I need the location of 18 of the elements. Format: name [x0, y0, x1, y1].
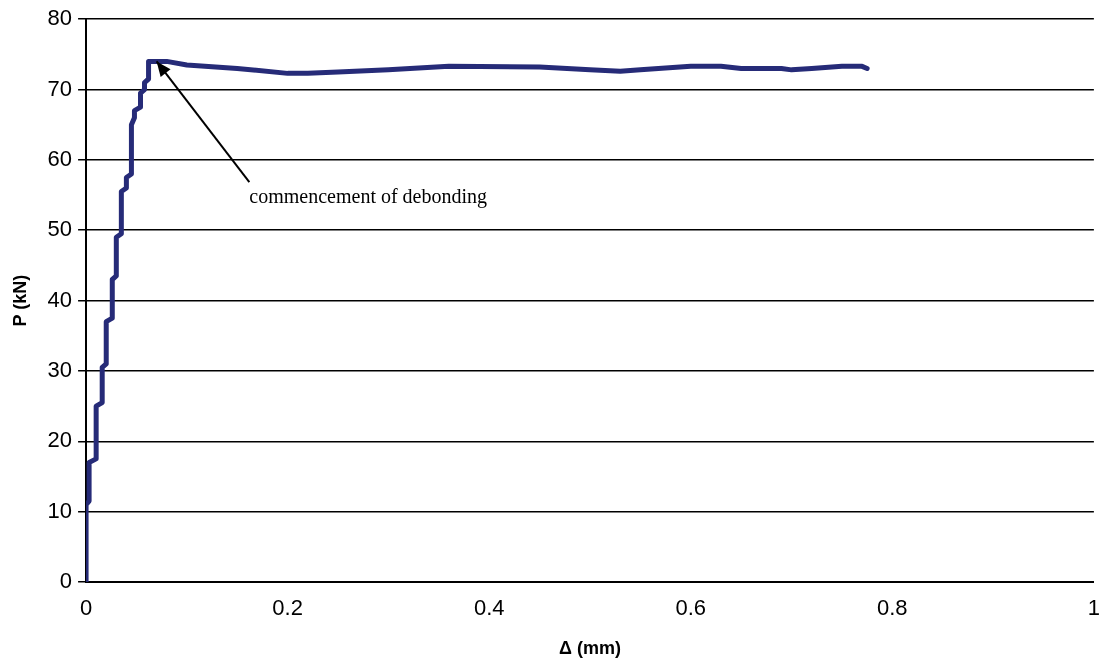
y-tick-label: 10	[47, 497, 73, 523]
x-tick-label: 0.6	[675, 595, 707, 621]
y-tick-label: 80	[47, 5, 73, 31]
x-tick-label: 0.4	[473, 595, 505, 621]
x-tick-label: 0.8	[877, 595, 908, 621]
y-tick-label: 20	[47, 427, 73, 453]
y-tick-label: 60	[47, 145, 73, 171]
x-tick-label: 0	[79, 595, 93, 621]
y-tick-label: 70	[47, 75, 73, 101]
x-axis-title: Δ (mm)	[559, 638, 621, 659]
y-tick-label: 40	[47, 286, 73, 312]
y-tick-label: 50	[47, 216, 73, 242]
y-tick-label: 0	[59, 568, 73, 594]
y-axis-title: P (kN)	[9, 274, 30, 327]
annotation: commencement of debonding	[249, 185, 488, 209]
x-tick-label: 0.2	[272, 595, 303, 621]
y-tick-label: 30	[47, 357, 73, 383]
x-tick-label: 1	[1087, 595, 1101, 621]
